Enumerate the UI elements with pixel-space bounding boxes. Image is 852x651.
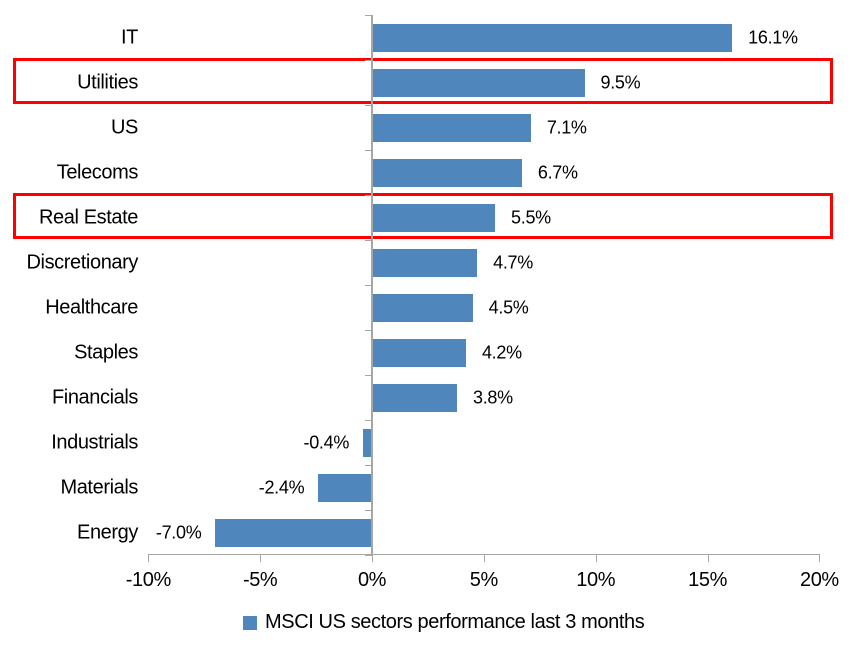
x-tick-label: 0%: [357, 569, 387, 591]
category-label: Real Estate: [39, 206, 138, 228]
category-tick: [365, 150, 372, 151]
x-tick: [372, 554, 373, 562]
bar: [372, 338, 466, 367]
legend-marker-square: [243, 615, 257, 630]
category-tick: [365, 195, 372, 196]
legend: MSCI US sectors performance last 3 month…: [243, 611, 645, 634]
bar: [372, 113, 531, 142]
x-tick-label: -5%: [242, 569, 278, 591]
x-tick-label: 15%: [688, 569, 727, 591]
category-label: Discretionary: [26, 251, 139, 273]
category-tick: [365, 465, 372, 466]
x-tick-label: -10%: [125, 569, 171, 591]
value-label: 6.7%: [537, 162, 578, 182]
category-tick: [365, 510, 372, 511]
category-tick: [365, 285, 372, 286]
category-label: Materials: [60, 476, 138, 498]
category-tick: [365, 420, 372, 421]
x-tick: [595, 554, 597, 562]
value-label: 3.8%: [473, 387, 513, 407]
category-label: Industrials: [51, 431, 138, 453]
bar: [363, 428, 372, 457]
value-label: 16.1%: [748, 27, 798, 47]
category-label: IT: [121, 26, 138, 48]
category-tick: [365, 240, 372, 241]
category-tick: [365, 375, 372, 376]
bar: [372, 23, 733, 52]
bar: [372, 158, 522, 187]
value-label: 4.7%: [493, 252, 533, 272]
bar: [372, 248, 478, 277]
highlight-box: [13, 58, 833, 104]
x-tick: [707, 554, 709, 562]
zero-axis-line: [371, 15, 373, 554]
category-label: Telecoms: [56, 161, 139, 183]
x-tick-label: 10%: [576, 569, 616, 591]
value-label: 5.5%: [511, 207, 551, 227]
bar: [318, 473, 372, 502]
highlight-box: [13, 193, 833, 239]
category-label: Utilities: [77, 71, 138, 93]
category-tick: [365, 15, 372, 16]
value-label: 9.5%: [600, 72, 641, 92]
category-label: Energy: [77, 521, 138, 543]
category-label: US: [111, 116, 138, 138]
category-tick: [365, 105, 372, 106]
value-label: -0.4%: [303, 432, 350, 452]
category-tick: [365, 330, 372, 331]
category-label: Healthcare: [45, 296, 138, 318]
bar: [215, 518, 372, 547]
value-label: -2.4%: [258, 477, 305, 497]
bar: [372, 68, 585, 97]
value-label: 7.1%: [546, 117, 587, 137]
bar: [372, 293, 473, 322]
x-tick-label: 5%: [469, 569, 499, 591]
value-label: -7.0%: [155, 522, 202, 542]
x-tick: [148, 554, 150, 562]
x-tick: [260, 554, 262, 562]
legend-label: MSCI US sectors performance last 3 month…: [265, 611, 645, 633]
x-tick: [819, 554, 821, 562]
value-label: 4.5%: [488, 297, 529, 317]
category-tick: [365, 60, 372, 61]
x-tick: [483, 554, 485, 562]
bar: [372, 383, 457, 412]
x-tick-label: 20%: [799, 569, 839, 591]
category-tick: [365, 555, 372, 556]
bar: [372, 203, 496, 232]
value-label: 4.2%: [481, 342, 522, 362]
category-label: Staples: [74, 341, 138, 363]
category-label: Financials: [51, 386, 138, 408]
